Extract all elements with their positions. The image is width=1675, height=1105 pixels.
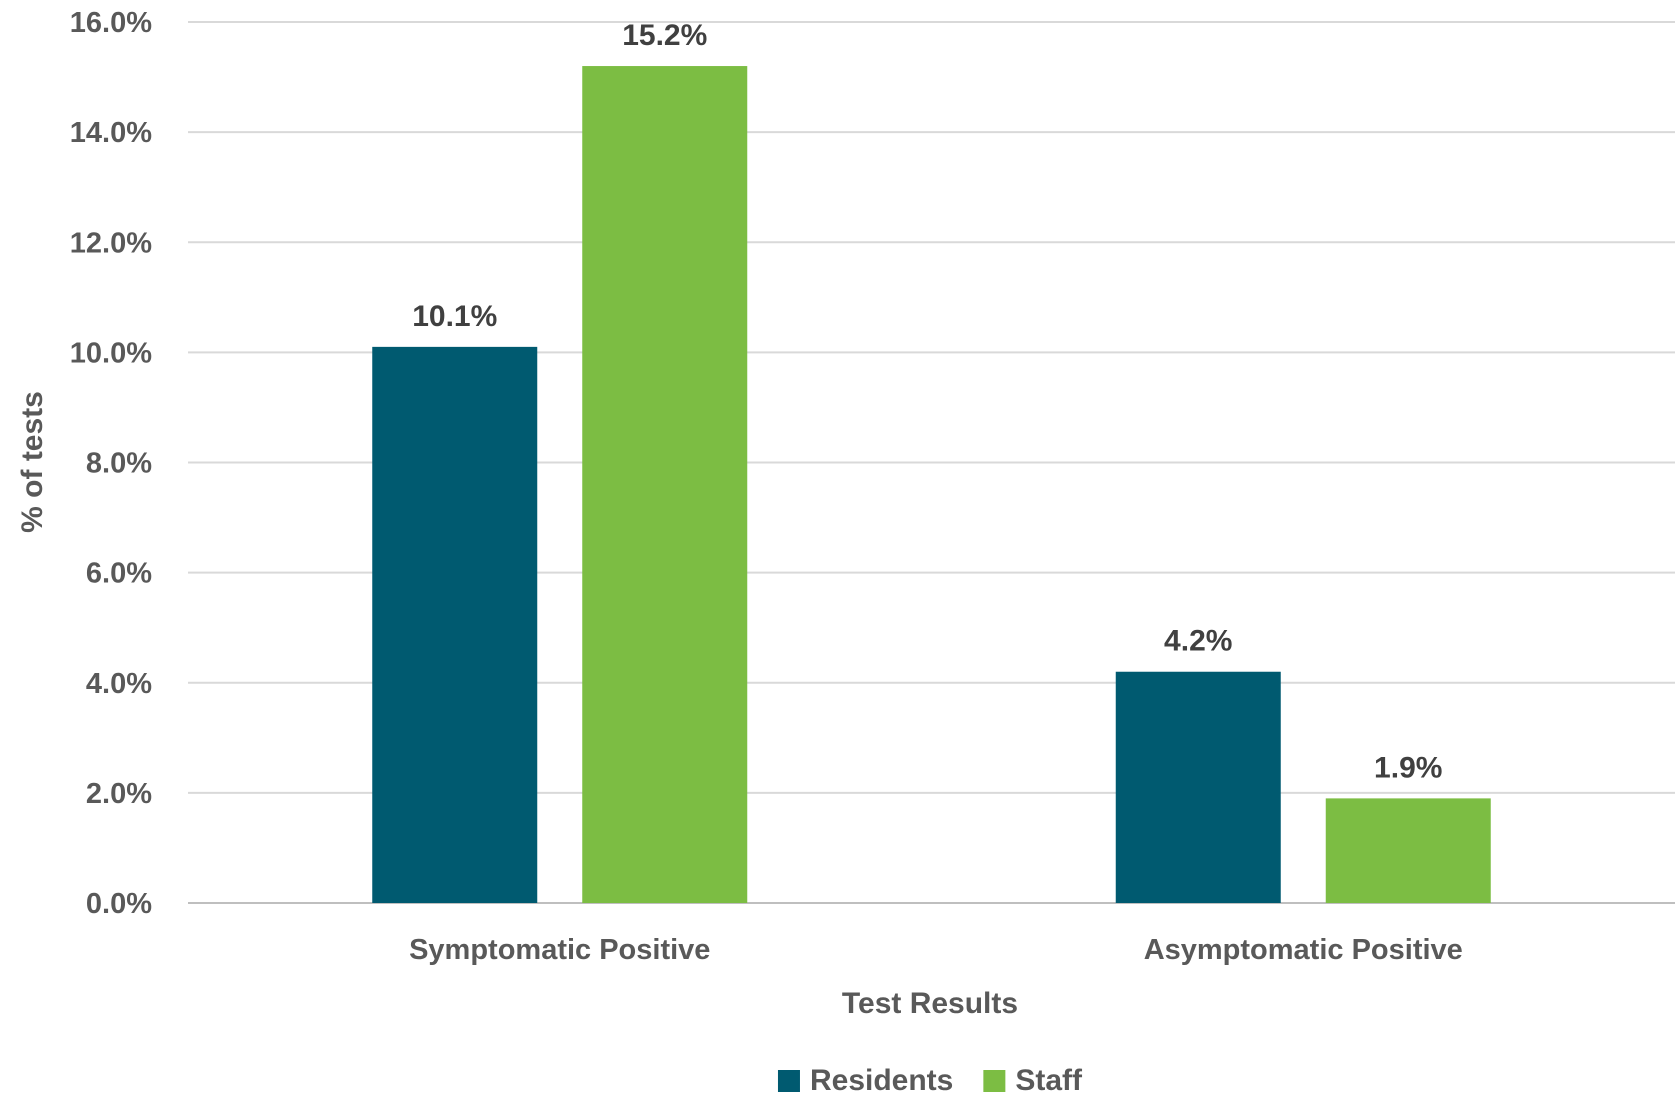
legend-item-staff: Staff <box>983 1064 1083 1097</box>
y-tick-label: 2.0% <box>86 778 152 810</box>
data-labels: 10.1% 15.2% 4.2% 1.9% <box>412 19 1442 784</box>
y-tick-label: 14.0% <box>70 117 152 149</box>
legend-swatch <box>983 1070 1006 1092</box>
x-category-label: Asymptomatic Positive <box>1144 934 1463 966</box>
data-label: 15.2% <box>622 19 707 52</box>
x-category-label: Symptomatic Positive <box>409 934 710 966</box>
y-tick-label: 0.0% <box>86 888 152 920</box>
data-label: 10.1% <box>412 300 497 333</box>
bar-staff-1 <box>582 66 748 904</box>
legend-label: Residents <box>810 1064 953 1097</box>
bar-residents-1 <box>372 346 538 903</box>
y-axis-title: % of tests <box>16 391 49 533</box>
bars <box>372 66 1491 904</box>
x-axis-title: Test Results <box>842 987 1018 1020</box>
y-tick-label: 10.0% <box>70 337 152 369</box>
x-axis-categories: Symptomatic Positive Asymptomatic Positiv… <box>409 934 1463 966</box>
y-axis-ticks: 0.0% 2.0% 4.0% 6.0% 8.0% 10.0% 12.0% 14.0% 16.0% <box>70 7 152 920</box>
y-tick-label: 4.0% <box>86 668 152 700</box>
legend-swatch <box>777 1070 800 1092</box>
bar-staff-2 <box>1325 798 1491 903</box>
y-tick-label: 8.0% <box>86 448 152 480</box>
y-tick-label: 12.0% <box>70 227 152 259</box>
data-label: 1.9% <box>1374 751 1442 784</box>
y-tick-label: 16.0% <box>70 7 152 39</box>
y-tick-label: 6.0% <box>86 558 152 590</box>
legend-item-residents: Residents <box>777 1064 953 1097</box>
legend-label: Staff <box>1015 1064 1083 1097</box>
legend: Residents Staff <box>777 1064 1083 1097</box>
data-label: 4.2% <box>1164 625 1232 658</box>
bar-residents-2 <box>1115 671 1281 903</box>
